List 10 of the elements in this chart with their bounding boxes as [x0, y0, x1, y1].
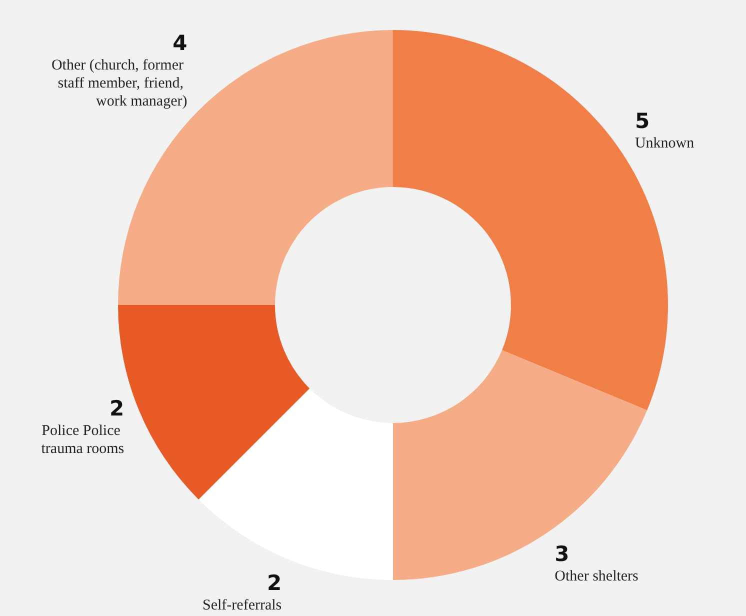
data-label: 2 — [267, 570, 282, 595]
slice-label: Other shelters — [554, 568, 639, 584]
slice-label: Police Police trauma rooms — [41, 422, 124, 457]
data-label: 3 — [554, 542, 570, 566]
data-label: 4 — [172, 31, 188, 56]
slice-label: Self-referrals — [202, 597, 282, 614]
data-label: 5 — [634, 109, 650, 134]
slice-label: Other (church, former staff member, friend, work manager) — [51, 58, 188, 110]
data-label: 2 — [110, 396, 124, 420]
slice-label: Unknown — [634, 136, 695, 152]
